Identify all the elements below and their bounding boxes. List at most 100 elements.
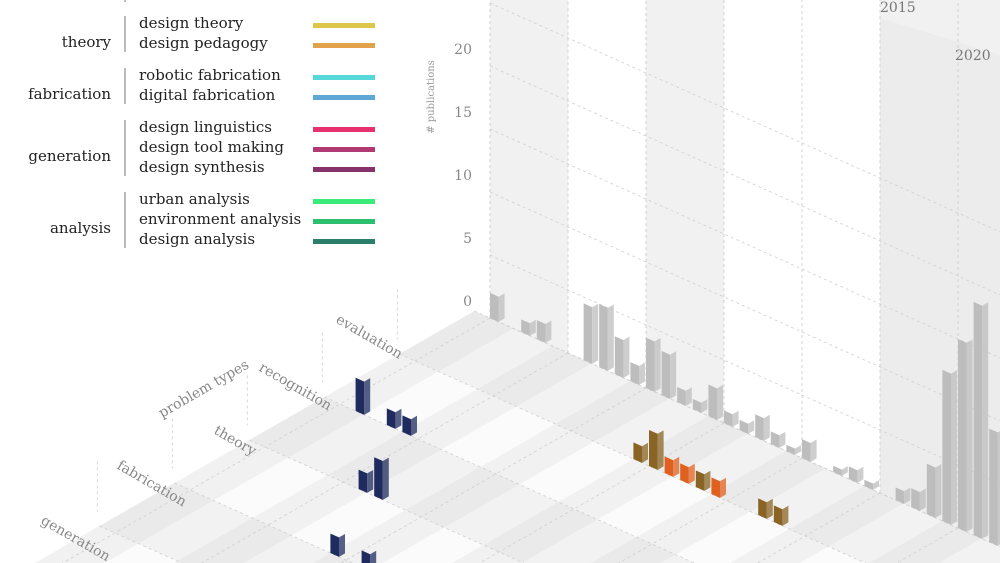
legend-swatch (313, 95, 375, 100)
value-gridline (489, 2, 1000, 233)
legend-item-label: design synthesis (139, 158, 265, 176)
total-bar-side (810, 439, 817, 462)
total-bar (692, 398, 708, 413)
problem-type-bar-side (370, 550, 377, 563)
total-bar (989, 428, 1000, 546)
total-bar-side (701, 399, 708, 413)
legend-swatch (313, 167, 375, 172)
total-bar-side (982, 302, 989, 539)
total-bar (599, 304, 614, 371)
total-bar-side (670, 351, 677, 399)
problem-type-bar-face (361, 550, 371, 563)
problem-type-bar (361, 550, 377, 563)
total-bar (926, 463, 942, 518)
total-bar-side (857, 466, 864, 483)
total-bar-side (654, 338, 661, 392)
problem-type-bar-side (766, 498, 773, 519)
total-bar (864, 479, 879, 490)
total-bar-face (630, 362, 639, 385)
total-bar (724, 410, 739, 427)
total-bar-face (942, 369, 951, 525)
legend-swatch (313, 127, 375, 132)
total-bar (942, 369, 957, 525)
total-bar (911, 488, 926, 511)
problem-type-bar (386, 408, 402, 429)
total-bar-face (848, 466, 858, 483)
y-tick-label: 0 (463, 294, 472, 310)
total-bar-side (623, 336, 630, 378)
problem-type-bar (758, 498, 773, 519)
problem-type-bar (664, 456, 680, 477)
legend-swatch (313, 147, 375, 152)
legend-group-label: analysis (50, 219, 111, 237)
problem-type-bar-face (695, 470, 705, 491)
wall-band (490, 0, 568, 353)
total-bar-face (989, 428, 998, 546)
problem-type-bar-face (402, 415, 411, 436)
total-bars (490, 292, 1000, 546)
floor-year-line (61, 317, 491, 563)
problem-type-bar-face (374, 457, 383, 500)
y-tick-label: 20 (454, 42, 472, 58)
problem-type-bar (358, 469, 374, 493)
total-bar (739, 419, 755, 434)
legend-item-label: design pedagogy (139, 34, 268, 52)
total-bar (708, 384, 723, 420)
floor-year-line (200, 352, 569, 563)
y-tick-label: 10 (454, 168, 472, 184)
total-bar-side (732, 410, 739, 427)
legend-item-label: design analysis (139, 230, 255, 248)
floor-year-line (339, 387, 647, 563)
legend-swatch (313, 23, 375, 28)
total-bar-face (708, 384, 717, 420)
total-bar (677, 386, 692, 406)
total-bar-face (599, 304, 608, 371)
legend-swatch (313, 239, 375, 244)
total-bar-face (786, 444, 795, 455)
legend-swatch (313, 43, 375, 48)
total-bar-face (755, 414, 764, 441)
total-bar-side (919, 488, 926, 511)
total-bar-side (951, 370, 957, 525)
total-bar-face (895, 487, 905, 504)
legend-group: theory design theory design pedagogy (62, 14, 375, 52)
floor-band (249, 397, 695, 563)
problem-types-label: problem types (156, 357, 252, 422)
legend-swatch (313, 219, 375, 224)
problem-type-bar-face (711, 477, 720, 498)
total-bar (786, 444, 801, 455)
problem-type-bar (773, 505, 789, 526)
legend-item-label: robotic fabrication (139, 66, 281, 84)
wall-band (646, 0, 724, 423)
floor-band (399, 311, 1000, 563)
problem-type-bars (330, 377, 789, 563)
row-label: recognition (256, 360, 334, 414)
legend-item-label: environment analysis (139, 210, 301, 228)
total-bar-side (607, 304, 614, 371)
total-bar-side (966, 339, 973, 532)
total-bar-face (770, 431, 780, 448)
legend-item-label: design linguistics (139, 118, 272, 136)
total-bar-side (748, 420, 755, 434)
floor-stripe (34, 311, 514, 563)
total-bar (614, 336, 630, 378)
total-bar-side (529, 319, 536, 336)
value-gridline (489, 65, 1000, 296)
floor-band (324, 354, 866, 563)
total-bar-side (841, 466, 848, 476)
legend-group-label: generation (28, 147, 111, 165)
total-bar (755, 414, 770, 441)
total-bar-side (795, 445, 801, 455)
floor-band (34, 526, 182, 563)
floor-band (99, 483, 353, 563)
total-bar (895, 487, 911, 504)
total-bar-face (614, 336, 624, 378)
total-bar-side (763, 414, 770, 441)
total-bar-side (717, 384, 723, 420)
problem-type-bar (374, 457, 389, 500)
legend-group: fabrication robotic fabrication digital fa… (28, 66, 375, 104)
total-bar-face (911, 488, 920, 511)
problem-type-bar (695, 470, 711, 491)
